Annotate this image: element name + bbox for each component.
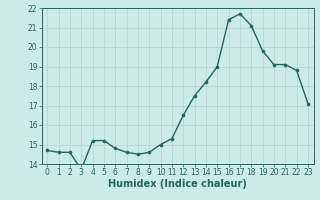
X-axis label: Humidex (Indice chaleur): Humidex (Indice chaleur) <box>108 179 247 189</box>
